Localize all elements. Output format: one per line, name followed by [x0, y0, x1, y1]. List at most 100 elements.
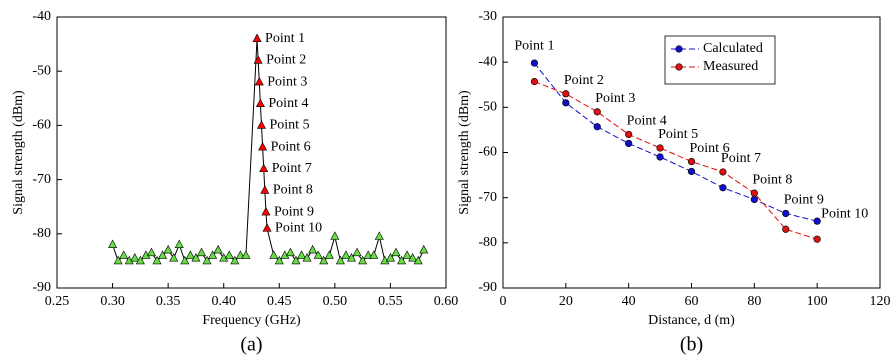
marker	[391, 247, 401, 257]
y-tick-label: -90	[32, 280, 51, 295]
marker	[260, 185, 270, 194]
y-tick-label: -70	[32, 172, 51, 187]
marker	[254, 76, 264, 86]
marker	[363, 250, 373, 259]
marker	[593, 123, 601, 131]
marker	[308, 244, 318, 254]
connector	[245, 38, 258, 256]
marker	[113, 255, 123, 265]
legend-marker	[675, 45, 683, 53]
legend-marker	[675, 63, 683, 71]
marker	[593, 108, 601, 116]
point-label: Point 7	[272, 161, 312, 176]
point-label: Point 2	[266, 53, 306, 68]
x-tick-label: 0.35	[156, 294, 181, 309]
marker	[191, 253, 201, 262]
caption: (a)	[240, 334, 262, 356]
point-label: Point 9	[274, 204, 314, 219]
marker	[625, 139, 633, 148]
y-tick-label: -40	[478, 54, 497, 69]
x-tick-label: 120	[870, 294, 891, 309]
y-axis-label: Signal strength (dBm)	[457, 90, 472, 215]
point-label: Point 8	[273, 183, 313, 198]
marker	[656, 153, 664, 161]
x-axis-label: Frequency (GHz)	[202, 313, 301, 328]
y-tick-label: -80	[32, 226, 51, 241]
y-tick-label: -70	[478, 190, 497, 205]
marker	[257, 120, 267, 129]
marker	[385, 253, 395, 262]
x-tick-label: 0	[500, 294, 507, 309]
marker	[687, 167, 696, 176]
marker	[255, 98, 265, 108]
marker	[374, 231, 384, 240]
marker	[297, 250, 307, 259]
x-tick-label: 80	[747, 294, 761, 309]
marker	[285, 247, 295, 257]
x-tick-label: 40	[622, 294, 636, 309]
x-tick-label: 0.45	[267, 294, 292, 309]
marker	[235, 250, 245, 259]
marker	[119, 250, 129, 259]
marker	[562, 99, 570, 107]
marker	[530, 59, 539, 67]
marker	[419, 244, 429, 254]
marker	[152, 255, 162, 265]
marker	[330, 231, 340, 240]
marker	[687, 157, 696, 166]
marker	[108, 239, 118, 248]
point-label: Point 3	[595, 91, 635, 106]
marker	[269, 250, 279, 259]
point-label: Point 10	[821, 206, 868, 221]
marker	[163, 244, 173, 254]
point-label: Point 2	[564, 73, 604, 88]
marker	[274, 255, 284, 265]
series-line	[534, 62, 818, 222]
marker	[324, 250, 334, 259]
point-label: Point 4	[268, 96, 308, 111]
marker	[230, 255, 240, 265]
marker	[180, 255, 190, 265]
marker	[369, 250, 379, 259]
marker	[782, 225, 790, 233]
point-label: Point 1	[514, 38, 554, 53]
marker	[169, 253, 179, 262]
y-tick-label: -30	[478, 9, 497, 24]
x-axis-label: Distance, d (m)	[648, 313, 735, 328]
marker	[813, 217, 821, 225]
marker	[782, 209, 790, 218]
marker	[261, 206, 271, 216]
legend-label: Calculated	[703, 41, 763, 56]
point-label: Point 3	[267, 74, 307, 89]
marker	[291, 255, 301, 265]
marker	[813, 235, 821, 243]
marker	[252, 33, 262, 42]
x-tick-label: 0.60	[434, 294, 459, 309]
marker	[530, 77, 539, 86]
marker	[335, 255, 345, 265]
marker	[625, 130, 633, 139]
y-tick-label: -60	[478, 145, 497, 160]
marker	[352, 247, 362, 257]
marker	[562, 90, 570, 98]
marker	[158, 250, 168, 259]
y-tick-label: -50	[32, 63, 51, 78]
point-label: Point 9	[784, 193, 824, 208]
marker	[750, 195, 758, 204]
marker	[347, 253, 357, 262]
marker	[241, 250, 251, 259]
marker	[750, 189, 758, 197]
marker	[358, 255, 368, 265]
x-tick-label: 100	[807, 294, 828, 309]
marker	[402, 250, 412, 259]
x-tick-label: 0.30	[100, 294, 125, 309]
x-tick-label: 0.50	[323, 294, 348, 309]
y-axis-label: Signal strength (dBm)	[11, 90, 26, 215]
legend-label: Measured	[703, 59, 758, 74]
marker	[319, 255, 329, 265]
marker	[341, 250, 351, 259]
marker	[302, 253, 312, 262]
marker	[259, 163, 269, 173]
marker	[397, 255, 407, 265]
